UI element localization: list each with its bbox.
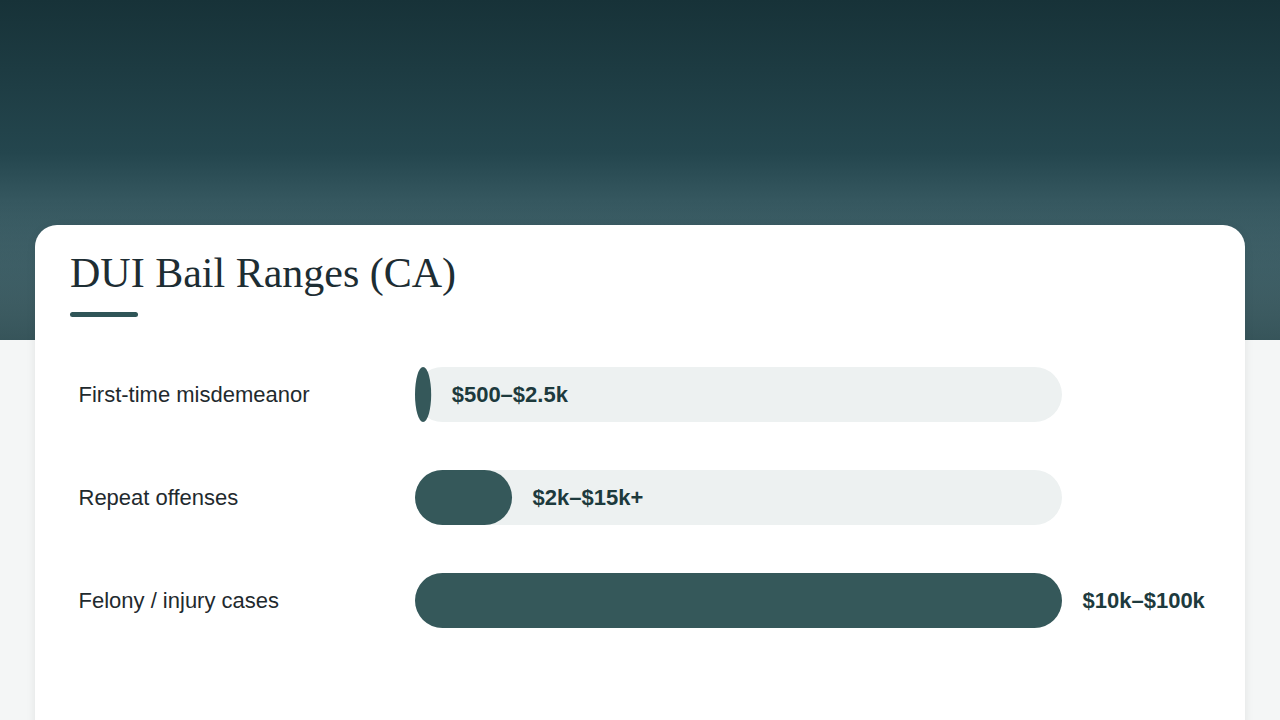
html-text:DUI Bail Ranges (CA): DUI Bail Ranges (CA): [70, 250, 457, 296]
svg-text:Felony / injury cases: Felony / injury cases: [79, 588, 280, 613]
svg-text:$2k–$15k+: $2k–$15k+: [533, 485, 644, 510]
svg-text:First-time misdemeanor: First-time misdemeanor: [79, 382, 310, 407]
svg-text:$10k–$100k: $10k–$100k: [1083, 588, 1206, 613]
svg-text:$500–$2.5k: $500–$2.5k: [452, 382, 569, 407]
svg-text:Repeat offenses: Repeat offenses: [79, 485, 239, 510]
